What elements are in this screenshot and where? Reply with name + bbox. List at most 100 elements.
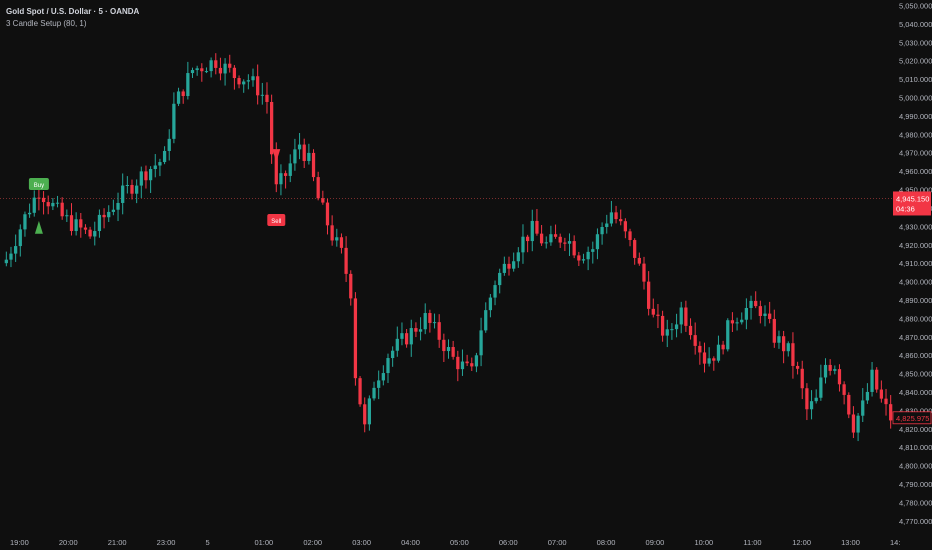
candle[interactable] [428, 309, 432, 333]
candle[interactable] [162, 146, 167, 165]
candle[interactable] [558, 233, 562, 248]
candle[interactable] [842, 381, 846, 405]
candle[interactable] [186, 61, 190, 100]
candle[interactable] [102, 208, 106, 229]
candle[interactable] [600, 222, 604, 245]
candle[interactable] [758, 300, 762, 324]
candle[interactable] [647, 271, 651, 316]
candle[interactable] [223, 58, 227, 86]
candle[interactable] [242, 79, 246, 93]
candle[interactable] [176, 87, 181, 107]
candle[interactable] [563, 237, 567, 252]
candle[interactable] [442, 333, 446, 363]
candle[interactable] [391, 346, 395, 367]
candle[interactable] [23, 211, 27, 237]
candle[interactable] [525, 234, 530, 253]
candle[interactable] [349, 270, 353, 306]
symbol-title[interactable]: Gold Spot / U.S. Dollar · 5 · OANDA [6, 7, 140, 16]
candle[interactable] [214, 53, 218, 75]
candle[interactable] [367, 395, 372, 431]
candle[interactable] [256, 64, 260, 105]
candle[interactable] [228, 54, 232, 73]
candle[interactable] [698, 341, 702, 365]
candle[interactable] [530, 209, 534, 252]
candle[interactable] [847, 392, 851, 419]
candle[interactable] [158, 158, 162, 177]
candle[interactable] [633, 238, 637, 265]
candle[interactable] [316, 171, 320, 201]
candle[interactable] [121, 173, 125, 215]
candle[interactable] [749, 295, 753, 320]
candle[interactable] [265, 82, 269, 114]
candle[interactable] [465, 354, 469, 366]
candle[interactable] [795, 361, 800, 375]
price-axis[interactable]: 5,050.000 5,040.000 5,030.000 5,020.000 5,01… [899, 2, 932, 526]
candle[interactable] [865, 383, 870, 404]
candle[interactable] [46, 195, 50, 215]
candle[interactable] [18, 224, 22, 257]
candle[interactable] [516, 247, 520, 268]
candle[interactable] [330, 215, 334, 246]
indicator-label[interactable]: 3 Candle Setup (80, 1) [6, 19, 87, 28]
candle[interactable] [735, 317, 739, 331]
candle[interactable] [9, 246, 13, 268]
candle[interactable] [69, 203, 74, 236]
candle[interactable] [93, 221, 97, 246]
candle[interactable] [144, 165, 148, 189]
candle[interactable] [167, 129, 171, 161]
candle[interactable] [567, 233, 572, 256]
candle[interactable] [595, 228, 600, 260]
candle[interactable] [786, 341, 790, 357]
candle[interactable] [577, 251, 581, 266]
candle[interactable] [470, 357, 474, 372]
candle[interactable] [139, 166, 143, 198]
candle[interactable] [209, 57, 213, 78]
candle[interactable] [51, 198, 55, 211]
candle[interactable] [823, 358, 828, 384]
candle[interactable] [763, 305, 767, 327]
candle[interactable] [730, 312, 735, 332]
candle[interactable] [744, 298, 749, 330]
candle[interactable] [819, 364, 823, 401]
candle[interactable] [130, 179, 134, 200]
candle[interactable] [344, 236, 348, 283]
candle[interactable] [400, 322, 404, 346]
candle[interactable] [614, 205, 618, 224]
candle[interactable] [386, 353, 390, 383]
candle[interactable] [605, 214, 609, 234]
candle[interactable] [693, 322, 697, 355]
candle[interactable] [195, 65, 199, 76]
candle[interactable] [833, 365, 837, 375]
candle[interactable] [828, 359, 832, 376]
candle[interactable] [204, 67, 209, 74]
candle[interactable] [395, 326, 399, 357]
candle[interactable] [381, 365, 385, 386]
candle[interactable] [474, 352, 479, 373]
candle[interactable] [107, 205, 111, 222]
candle[interactable] [861, 388, 865, 423]
candle[interactable] [884, 388, 888, 416]
candle[interactable] [679, 301, 683, 334]
candle[interactable] [781, 330, 786, 364]
candle[interactable] [460, 349, 465, 376]
candle[interactable] [297, 132, 302, 160]
candle[interactable] [218, 57, 223, 81]
candle[interactable] [437, 314, 441, 348]
candle[interactable] [41, 191, 46, 215]
candle[interactable] [498, 268, 502, 294]
candle[interactable] [875, 367, 879, 393]
candle[interactable] [65, 209, 69, 222]
candle[interactable] [665, 319, 669, 348]
candle[interactable] [586, 246, 590, 271]
candle[interactable] [288, 154, 292, 183]
candle[interactable] [172, 92, 176, 144]
candle[interactable] [651, 298, 655, 318]
candle[interactable] [148, 166, 153, 193]
candle[interactable] [181, 89, 185, 104]
candle[interactable] [32, 190, 36, 217]
candle[interactable] [851, 406, 856, 439]
candle[interactable] [335, 228, 339, 247]
candle[interactable] [246, 74, 250, 90]
candle[interactable] [642, 256, 646, 290]
